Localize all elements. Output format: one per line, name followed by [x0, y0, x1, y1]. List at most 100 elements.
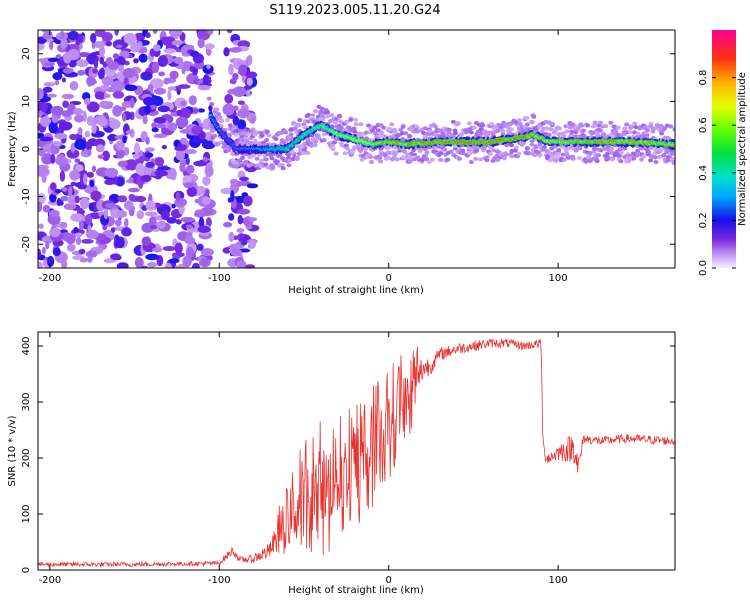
noise-speckle [149, 225, 158, 230]
noise-speckle [167, 86, 177, 91]
noise-speckle [99, 100, 109, 109]
noise-speckle [91, 41, 96, 49]
y-tick-label: -20 [21, 236, 32, 252]
ridge-halo [516, 122, 522, 127]
noise-speckle [79, 197, 90, 209]
noise-speckle [116, 262, 129, 268]
ridge-halo [312, 109, 318, 114]
ridge-halo [312, 139, 318, 144]
ridge-halo [513, 145, 519, 150]
ridge-halo [623, 159, 629, 164]
noise-speckle [82, 173, 88, 185]
noise-speckle [62, 68, 73, 74]
ridge-halo [305, 150, 311, 155]
noise-speckle [229, 178, 239, 186]
noise-speckle [153, 87, 167, 95]
noise-speckle [207, 30, 214, 35]
ridge-halo [248, 162, 254, 167]
ridge-halo [309, 133, 315, 138]
noise-speckle [144, 105, 152, 114]
ridge-halo [385, 155, 391, 160]
ridge-halo [252, 132, 258, 137]
noise-speckle [104, 167, 119, 178]
noise-speckle [60, 195, 69, 202]
ridge-halo [669, 151, 675, 156]
ridge-halo [389, 122, 395, 127]
ridge-halo [517, 118, 523, 123]
ridge-halo [264, 129, 270, 134]
ridge-halo [292, 126, 298, 131]
noise-speckle [152, 247, 163, 253]
ridge-halo [248, 140, 254, 145]
noise-speckle [66, 243, 76, 252]
noise-speckle [144, 147, 156, 152]
noise-speckle [247, 217, 258, 222]
noise-speckle [128, 187, 140, 193]
noise-speckle [77, 69, 86, 76]
ridge-halo [609, 146, 615, 151]
noise-speckle [58, 121, 73, 131]
ridge-halo [635, 131, 641, 136]
ridge-halo [614, 150, 620, 155]
noise-speckle [73, 108, 84, 116]
noise-speckle [116, 210, 128, 218]
noise-speckle [121, 112, 127, 122]
noise-speckle [164, 262, 172, 268]
noise-speckle [194, 209, 206, 214]
ridge-halo [318, 109, 324, 114]
ridge-halo [338, 125, 344, 130]
ridge-halo [503, 152, 509, 157]
ridge-halo [549, 121, 555, 126]
ridge-halo [570, 156, 576, 161]
ridge-halo [438, 157, 444, 162]
noise-speckle [244, 264, 256, 268]
noise-speckle [169, 70, 179, 80]
ridge-halo [609, 157, 615, 162]
noise-speckle [230, 248, 243, 257]
noise-speckle [175, 148, 186, 161]
snr-x-axis: -200 -100 0 100 [39, 332, 568, 586]
noise-speckle [38, 248, 42, 259]
noise-speckle [90, 190, 102, 201]
ridge-halo [432, 124, 438, 129]
ridge-halo [552, 158, 558, 163]
y-tick-label: 0 [21, 567, 32, 573]
ridge-halo [402, 149, 408, 154]
ridge-halo [216, 111, 222, 116]
ridge-halo [274, 159, 280, 164]
noise-speckle [41, 246, 46, 255]
noise-speckle [86, 115, 94, 126]
noise-speckle [61, 110, 73, 117]
noise-speckle [87, 149, 92, 156]
noise-speckle [47, 93, 57, 98]
ridge-halo [398, 127, 404, 132]
ridge-halo [353, 122, 359, 127]
ridge-halo [407, 159, 413, 164]
noise-speckle [115, 176, 125, 187]
ridge-halo [342, 151, 348, 156]
noise-speckle [202, 64, 214, 75]
ridge-halo [250, 127, 256, 132]
noise-speckle [70, 213, 84, 222]
ridge-halo [264, 138, 270, 143]
noise-speckle [134, 257, 144, 268]
ridge-halo [273, 137, 279, 142]
noise-speckle [238, 64, 248, 76]
ridge-halo [286, 152, 292, 157]
ridge-halo [457, 156, 463, 161]
colorbar-gradient [712, 30, 736, 268]
noise-speckle [184, 149, 197, 155]
ridge-halo [362, 146, 368, 151]
ridge-halo [312, 143, 318, 148]
noise-speckle [93, 58, 99, 69]
noise-speckle [43, 82, 56, 87]
noise-speckle [171, 40, 183, 46]
noise-speckle [115, 149, 125, 159]
noise-speckle [223, 47, 230, 57]
noise-speckle [117, 106, 127, 112]
noise-speckle [145, 253, 160, 261]
noise-speckle [246, 77, 253, 86]
ridge-halo [424, 157, 430, 162]
spectrogram-y-axis: -20 -10 0 10 20 [21, 47, 675, 252]
ridge-halo [424, 150, 430, 155]
